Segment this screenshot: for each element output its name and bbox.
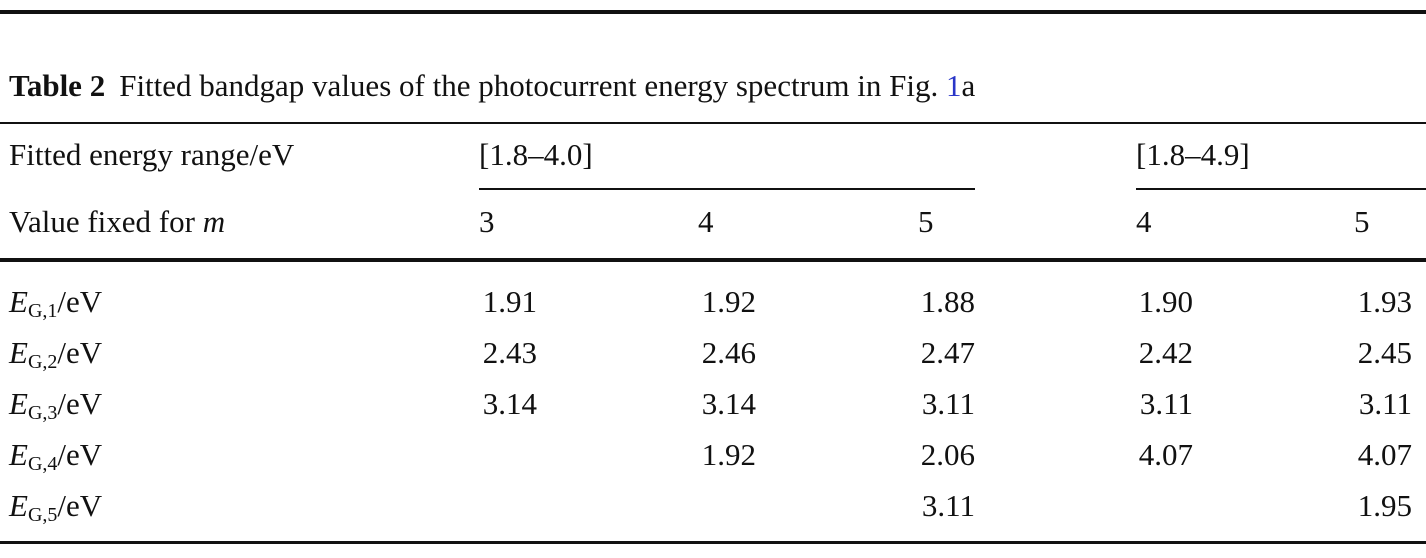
header-m-label-text: Value fixed for — [9, 204, 195, 239]
table-cell: 1.93 — [1357, 284, 1412, 319]
table-cell: 4.07 — [1138, 437, 1193, 472]
group1-underline — [479, 188, 975, 190]
table-cell: 3.11 — [921, 386, 975, 421]
row-label: EG,1/eV — [9, 286, 102, 321]
caption-text: Fitted bandgap values of the photocurren… — [119, 68, 939, 103]
row-symbol: E — [9, 386, 28, 421]
table-cell: 1.88 — [920, 284, 975, 319]
row-symbol: E — [9, 335, 28, 370]
table-cell: 1.95 — [1357, 488, 1412, 523]
table-cell: 2.45 — [1357, 335, 1412, 370]
row-unit: /eV — [57, 488, 103, 523]
row-symbol: E — [9, 284, 28, 319]
row-subscript: G,3 — [27, 402, 58, 424]
group2-underline — [1136, 188, 1426, 190]
table-caption: Table 2 Fitted bandgap values of the phot… — [9, 68, 975, 104]
row-symbol: E — [9, 437, 28, 472]
table-cell: 3.11 — [921, 488, 975, 523]
header-m-value: 5 — [1354, 204, 1370, 239]
row-unit: /eV — [57, 284, 103, 319]
table-cell: 1.90 — [1138, 284, 1193, 319]
page-top-rule — [0, 10, 1426, 14]
table-cell: 2.42 — [1138, 335, 1193, 370]
header-energy-range-label: Fitted energy range/eV — [9, 137, 295, 172]
row-label: EG,5/eV — [9, 490, 102, 525]
row-unit: /eV — [57, 335, 103, 370]
table-cell: 2.46 — [701, 335, 756, 370]
table-cell: 1.92 — [701, 284, 756, 319]
table-cell: 4.07 — [1357, 437, 1412, 472]
row-label: EG,3/eV — [9, 388, 102, 423]
table-cell: 3.14 — [701, 386, 756, 421]
figure-link[interactable]: 1 — [945, 68, 962, 103]
table-cell: 1.92 — [701, 437, 756, 472]
row-label: EG,4/eV — [9, 439, 102, 474]
table-cell: 1.91 — [482, 284, 537, 319]
table-cell: 3.14 — [482, 386, 537, 421]
row-subscript: G,2 — [27, 351, 58, 373]
row-subscript: G,4 — [27, 453, 58, 475]
row-subscript: G,5 — [27, 504, 58, 526]
header-m-value: 4 — [1136, 204, 1152, 239]
row-unit: /eV — [57, 386, 103, 421]
table-bottom-rule — [0, 541, 1426, 544]
table-cell: 2.06 — [920, 437, 975, 472]
header-m-variable: m — [202, 204, 226, 239]
row-unit: /eV — [57, 437, 103, 472]
table-cell: 3.11 — [1358, 386, 1412, 421]
row-symbol: E — [9, 488, 28, 523]
table-label: Table 2 — [9, 68, 106, 103]
header-group-range-2: [1.8–4.9] — [1136, 137, 1250, 172]
table-cell: 3.11 — [1139, 386, 1193, 421]
header-m-value: 4 — [698, 204, 714, 239]
figure-panel: a — [961, 68, 976, 103]
row-subscript: G,1 — [27, 300, 58, 322]
table-cell: 2.47 — [920, 335, 975, 370]
row-label: EG,2/eV — [9, 337, 102, 372]
table-cell: 2.43 — [482, 335, 537, 370]
header-m-value: 5 — [918, 204, 934, 239]
header-group-range-1: [1.8–4.0] — [479, 137, 593, 172]
table-top-rule — [0, 122, 1426, 124]
header-m-value: 3 — [479, 204, 495, 239]
header-bottom-rule — [0, 258, 1426, 262]
header-m-label: Value fixed for m — [9, 206, 225, 237]
